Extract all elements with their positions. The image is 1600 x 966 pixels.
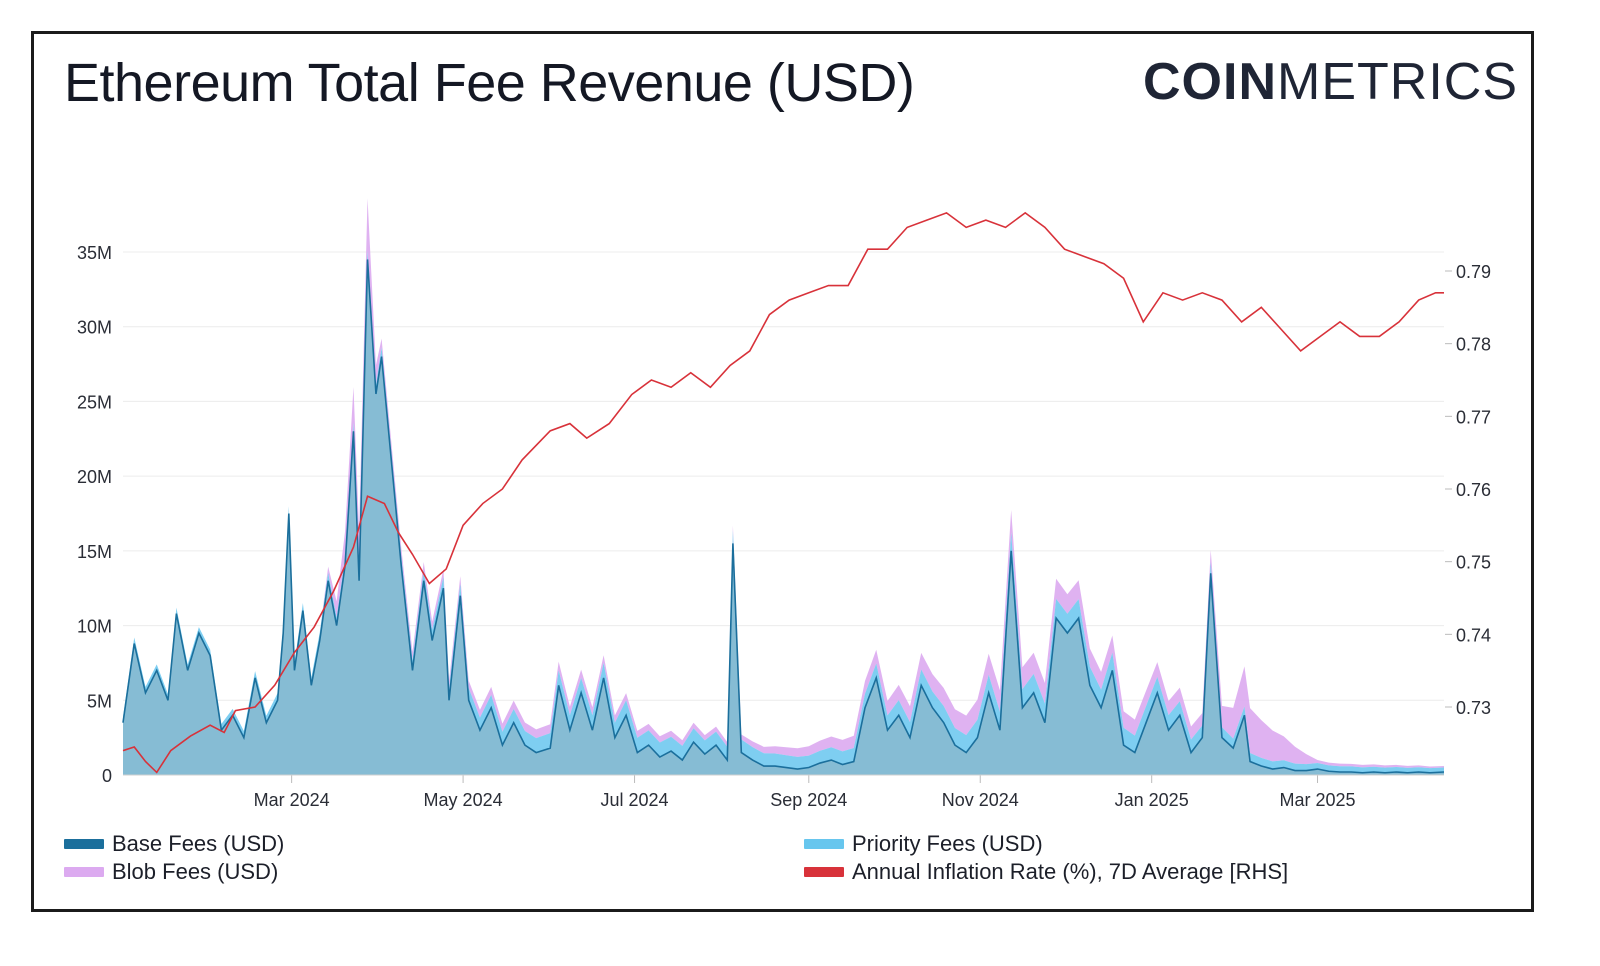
logo-light-text: METRICS: [1277, 53, 1518, 111]
base-fees-line: [122, 259, 1445, 774]
x-tick-mar-2024: Mar 2024: [254, 790, 330, 810]
x-tick-may-2024: May 2024: [424, 790, 503, 810]
logo-bold-text: COIN: [1143, 53, 1277, 111]
legend-swatch-inflation: [804, 867, 844, 877]
legend-blob-fees: Blob Fees (USD): [64, 859, 278, 885]
legend-label-blob: Blob Fees (USD): [112, 859, 279, 884]
y-left-tick-35M: 35M: [77, 243, 112, 263]
x-tick-sep-2024: Sep 2024: [770, 790, 847, 810]
legend-label-inflation: Annual Inflation Rate (%), 7D Average [R…: [852, 859, 1289, 884]
y-left-tick-20M: 20M: [77, 467, 112, 487]
x-tick-jul-2024: Jul 2024: [601, 790, 669, 810]
y-left-tick-25M: 25M: [77, 392, 112, 412]
legend-priority-fees: Priority Fees (USD): [804, 831, 1043, 857]
y-right-tick-0.78: 0.78: [1456, 335, 1491, 355]
legend-swatch-blob: [64, 867, 104, 877]
y-right-tick-0.77: 0.77: [1456, 407, 1491, 427]
x-tick-jan-2025: Jan 2025: [1115, 790, 1189, 810]
y-left-tick-15M: 15M: [77, 542, 112, 562]
chart-title: Ethereum Total Fee Revenue (USD): [64, 53, 915, 113]
x-tick-nov-2024: Nov 2024: [942, 790, 1019, 810]
y-left-tick-30M: 30M: [77, 318, 112, 338]
coinmetrics-logo: COINMETRICS: [1143, 52, 1518, 112]
legend-label-priority: Priority Fees (USD): [852, 831, 1043, 856]
legend-label-base: Base Fees (USD): [112, 831, 285, 856]
y-right-tick-0.79: 0.79: [1456, 262, 1491, 282]
y-left-tick-10M: 10M: [77, 617, 112, 637]
legend-swatch-priority: [804, 839, 844, 849]
inflation-rate-line: [122, 211, 1444, 774]
legend-base-fees: Base Fees (USD): [64, 831, 284, 857]
y-right-tick-0.74: 0.74: [1456, 625, 1491, 645]
y-right-tick-0.73: 0.73: [1456, 698, 1491, 718]
legend-inflation-rate: Annual Inflation Rate (%), 7D Average [R…: [804, 859, 1288, 885]
y-left-tick-0: 0: [102, 766, 112, 786]
y-left-tick-5M: 5M: [87, 691, 112, 711]
legend-swatch-base: [64, 839, 104, 849]
y-right-tick-0.75: 0.75: [1456, 553, 1491, 573]
y-right-tick-0.76: 0.76: [1456, 480, 1491, 500]
x-tick-mar-2025: Mar 2025: [1279, 790, 1355, 810]
base-fees-area: [123, 259, 1444, 775]
